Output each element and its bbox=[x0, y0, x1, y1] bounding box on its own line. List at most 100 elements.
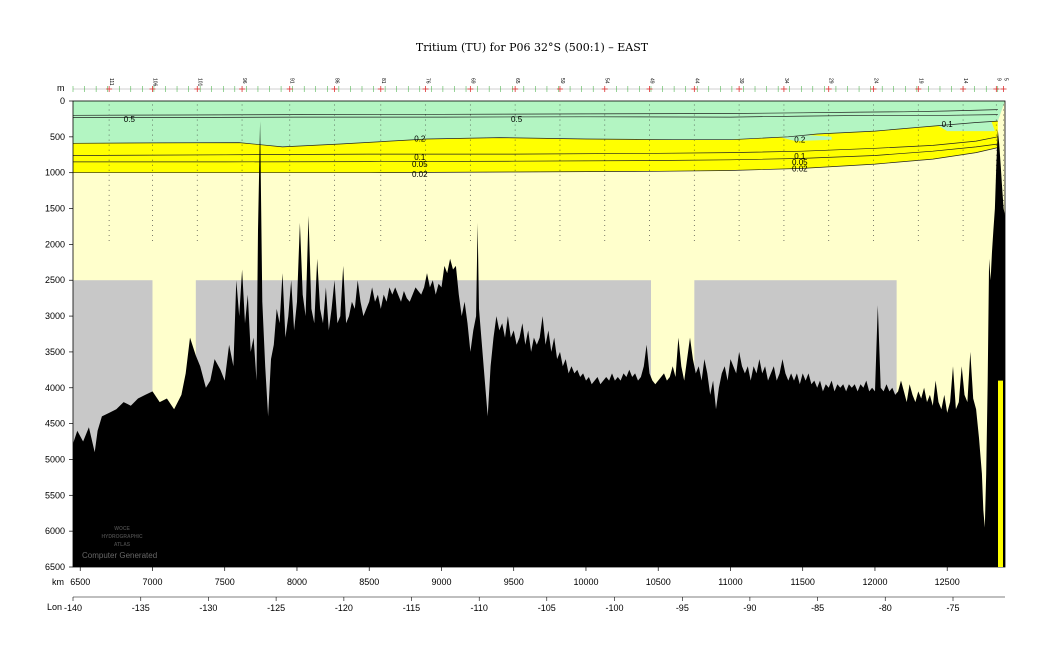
sample-dot bbox=[152, 174, 153, 176]
sample-dot bbox=[196, 214, 198, 216]
distance-tick-label: 10500 bbox=[646, 577, 671, 587]
sample-dot bbox=[425, 225, 426, 226]
sample-dot bbox=[649, 214, 650, 216]
sample-dot bbox=[334, 184, 335, 186]
sample-dot bbox=[289, 169, 291, 171]
contour-line-2 bbox=[73, 114, 998, 118]
sample-dot bbox=[108, 104, 110, 106]
sample-dot bbox=[469, 199, 471, 201]
sample-dot bbox=[380, 139, 382, 141]
sample-dot bbox=[514, 230, 516, 231]
sample-dot bbox=[334, 129, 335, 131]
sample-dot bbox=[241, 144, 243, 146]
sample-dot bbox=[604, 199, 606, 201]
sample-dot bbox=[1003, 129, 1004, 131]
sample-dot bbox=[108, 119, 110, 121]
sample-dot bbox=[738, 230, 740, 231]
sample-dot bbox=[962, 194, 964, 196]
sample-dot bbox=[108, 194, 110, 196]
sample-dot bbox=[917, 104, 919, 106]
sample-dot bbox=[917, 189, 919, 191]
sample-dot bbox=[334, 144, 335, 146]
sample-dot bbox=[649, 225, 650, 226]
sample-dot bbox=[196, 240, 198, 241]
sample-dot bbox=[604, 134, 606, 136]
sample-dot bbox=[380, 144, 382, 146]
sample-dot bbox=[514, 104, 516, 106]
sample-dot bbox=[559, 194, 561, 196]
sample-dot bbox=[1003, 154, 1004, 156]
east-edge-strip bbox=[998, 380, 1003, 567]
sample-dot bbox=[1003, 114, 1004, 116]
sample-dot bbox=[783, 159, 785, 161]
sample-dot bbox=[738, 104, 740, 106]
sample-dot bbox=[425, 134, 426, 136]
sample-dot bbox=[559, 199, 561, 201]
sample-dot bbox=[196, 159, 198, 161]
sample-dot bbox=[828, 220, 830, 221]
sample-dot bbox=[152, 119, 153, 121]
sample-dot bbox=[693, 159, 695, 161]
plot-frame bbox=[72, 100, 1006, 568]
sample-dot bbox=[469, 154, 471, 156]
sample-dot bbox=[873, 149, 874, 151]
sample-dot bbox=[962, 104, 964, 106]
contour-label-10: 0.02 bbox=[412, 170, 428, 179]
sample-dot bbox=[241, 154, 243, 156]
sample-dot bbox=[469, 194, 471, 196]
longitude-tick-label: -95 bbox=[676, 603, 689, 613]
sample-dot bbox=[380, 104, 382, 106]
sample-dot bbox=[469, 144, 471, 146]
sample-dot bbox=[152, 209, 153, 211]
sample-dot bbox=[873, 204, 874, 206]
sample-dot bbox=[152, 129, 153, 131]
sample-dot bbox=[334, 114, 335, 116]
station-label: 39 bbox=[738, 78, 744, 84]
sample-dot bbox=[469, 174, 471, 176]
sample-dot bbox=[425, 169, 426, 171]
sample-dot bbox=[559, 139, 561, 141]
sample-dot bbox=[289, 194, 291, 196]
sample-dot bbox=[152, 124, 153, 126]
sample-dot bbox=[693, 114, 695, 116]
sample-dot bbox=[334, 225, 335, 226]
contour-label-9: 0.05 bbox=[792, 158, 808, 167]
sample-dot bbox=[738, 194, 740, 196]
sample-dot bbox=[738, 109, 740, 111]
sample-dot bbox=[995, 119, 997, 121]
sample-dot bbox=[380, 240, 382, 241]
sample-dot bbox=[783, 204, 785, 206]
sample-dot bbox=[289, 159, 291, 161]
sample-dot bbox=[738, 169, 740, 171]
sample-dot bbox=[380, 149, 382, 151]
sample-dot bbox=[559, 134, 561, 136]
sample-dot bbox=[604, 225, 606, 226]
sample-dot bbox=[917, 240, 919, 241]
sample-dot bbox=[152, 230, 153, 231]
sample-dot bbox=[289, 214, 291, 216]
sample-dot bbox=[828, 104, 830, 106]
logo-line-3: ATLAS bbox=[114, 542, 131, 548]
sample-dot bbox=[873, 104, 874, 106]
sample-dot bbox=[514, 114, 516, 116]
sample-dot bbox=[649, 184, 650, 186]
sample-dot bbox=[738, 124, 740, 126]
sample-dot bbox=[514, 214, 516, 216]
fill-high-tritium bbox=[73, 101, 1005, 147]
sample-dot bbox=[152, 169, 153, 171]
sample-dot bbox=[917, 159, 919, 161]
sample-dot bbox=[469, 214, 471, 216]
sample-dot bbox=[108, 184, 110, 186]
sample-dot bbox=[693, 154, 695, 156]
sample-dot bbox=[738, 174, 740, 176]
sample-dot bbox=[559, 179, 561, 181]
sample-dot bbox=[559, 159, 561, 161]
sample-dot bbox=[152, 159, 153, 161]
contour-label-6: 0.1 bbox=[414, 153, 426, 162]
sample-dot bbox=[425, 235, 426, 236]
sample-dot bbox=[604, 230, 606, 231]
sample-dot bbox=[108, 209, 110, 211]
sample-dot bbox=[604, 149, 606, 151]
sample-dot bbox=[380, 230, 382, 231]
sample-dot bbox=[828, 119, 830, 121]
